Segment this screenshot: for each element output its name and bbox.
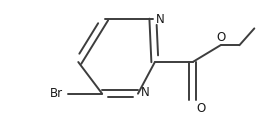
Text: Br: Br	[50, 87, 63, 100]
Text: O: O	[197, 102, 206, 115]
Text: N: N	[156, 13, 165, 26]
Text: O: O	[216, 31, 225, 44]
Text: N: N	[141, 86, 150, 99]
